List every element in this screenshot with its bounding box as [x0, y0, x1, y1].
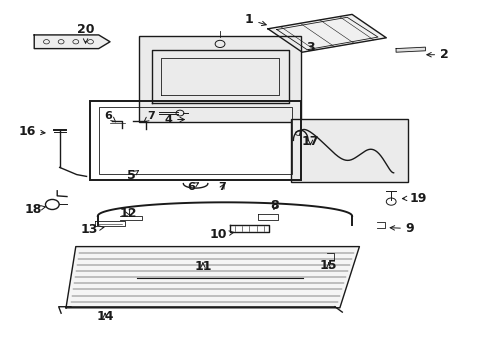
Text: 20: 20 — [77, 23, 94, 43]
Text: 10: 10 — [209, 228, 233, 241]
Text: 14: 14 — [96, 310, 114, 323]
Polygon shape — [267, 14, 386, 52]
Text: 7: 7 — [144, 111, 155, 122]
Text: 16: 16 — [18, 125, 45, 138]
Bar — [290, 119, 407, 182]
Text: 7: 7 — [218, 182, 226, 192]
Bar — [99, 107, 291, 174]
Text: 18: 18 — [24, 203, 45, 216]
Text: 8: 8 — [270, 199, 279, 212]
Text: 6: 6 — [186, 182, 198, 192]
Polygon shape — [34, 35, 110, 49]
Text: 19: 19 — [402, 192, 427, 204]
Text: 1: 1 — [244, 13, 265, 26]
Text: 15: 15 — [319, 259, 337, 272]
Text: 5: 5 — [126, 169, 138, 182]
Text: 13: 13 — [80, 223, 103, 236]
Polygon shape — [66, 247, 359, 308]
Text: 2: 2 — [426, 48, 448, 61]
Text: 11: 11 — [194, 260, 211, 273]
Text: 6: 6 — [104, 111, 115, 122]
Text: 4: 4 — [164, 114, 184, 125]
Polygon shape — [395, 47, 425, 52]
Text: 3: 3 — [306, 41, 315, 54]
Bar — [90, 101, 300, 180]
Bar — [139, 36, 300, 122]
Text: 17: 17 — [301, 135, 319, 148]
Text: 9: 9 — [389, 222, 414, 235]
Text: 12: 12 — [120, 207, 137, 220]
